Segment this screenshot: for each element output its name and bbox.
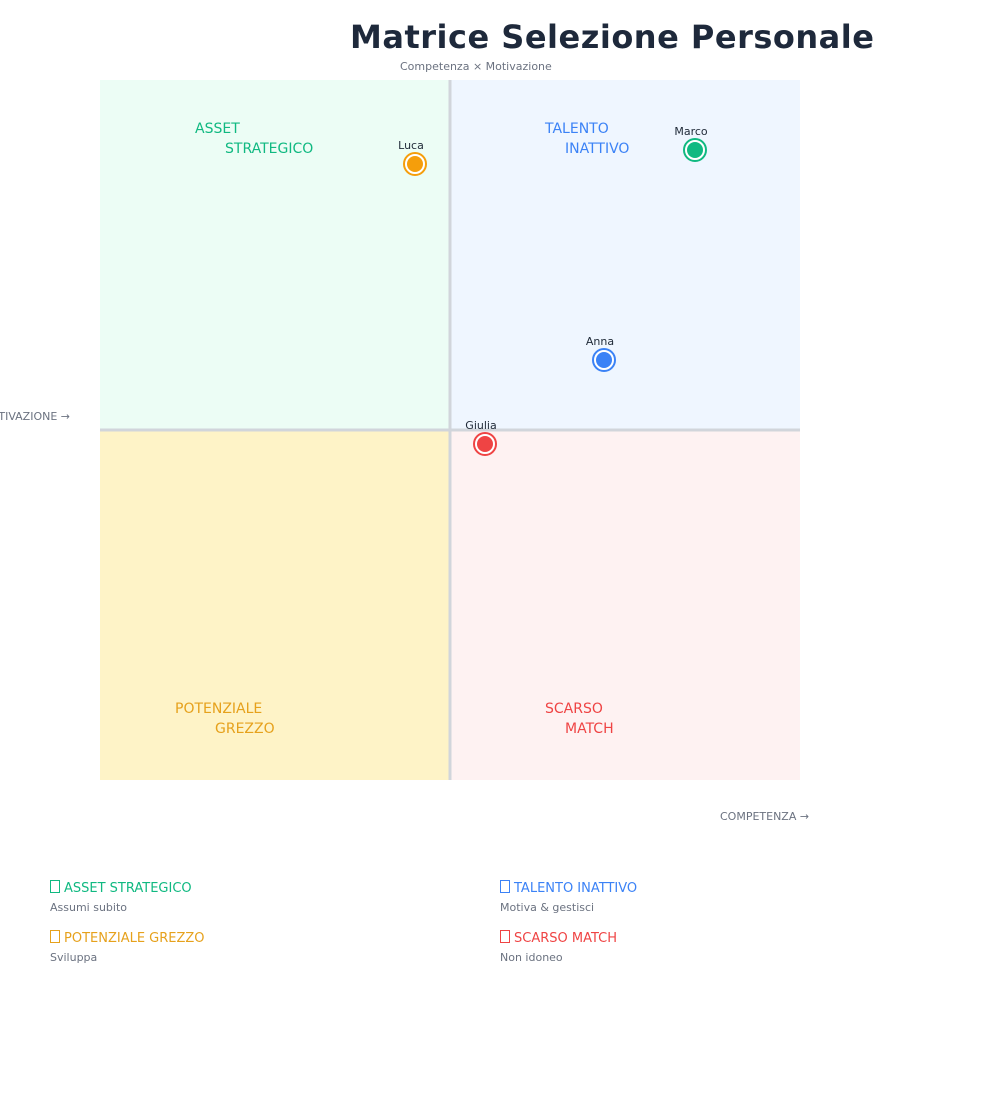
legend-item-potenziale-grezzo: POTENZIALE GREZZO Sviluppa bbox=[50, 930, 205, 964]
legend-square-icon bbox=[500, 880, 510, 893]
quadrant-matrix: ASSET STRATEGICO TALENTO INATTIVO POTENZIALE… bbox=[100, 80, 800, 780]
point-marco bbox=[687, 142, 703, 158]
quadrant-br-background bbox=[450, 430, 800, 780]
quadrant-tl-background bbox=[100, 80, 450, 430]
legend-title: TALENTO INATTIVO bbox=[500, 880, 637, 896]
quadrant-bl-label-line-1: POTENZIALE bbox=[175, 701, 262, 717]
x-axis-label: COMPETENZA → bbox=[720, 810, 810, 823]
legend-label: SCARSO MATCH bbox=[514, 931, 618, 946]
quadrant-backgrounds bbox=[100, 80, 800, 780]
point-giulia bbox=[477, 436, 493, 452]
quadrant-tr-background bbox=[450, 80, 800, 430]
legend-item-asset-strategico: ASSET STRATEGICO Assumi subito bbox=[50, 880, 192, 914]
quadrant-br-label-line-1: SCARSO bbox=[545, 701, 603, 717]
legend-title: ASSET STRATEGICO bbox=[50, 880, 192, 896]
legend-description: Non idoneo bbox=[500, 951, 563, 964]
legend-description: Motiva & gestisci bbox=[500, 901, 595, 914]
legend-item-talento-inattivo: TALENTO INATTIVO Motiva & gestisci bbox=[500, 880, 637, 914]
quadrant-tl-label-line-1: ASSET bbox=[195, 121, 240, 137]
legend-square-icon bbox=[500, 930, 510, 943]
quadrant-br-label-line-2: MATCH bbox=[565, 721, 614, 737]
y-axis-label: MOTIVAZIONE → bbox=[0, 410, 70, 423]
legend-title: SCARSO MATCH bbox=[500, 930, 617, 946]
legend-description: Sviluppa bbox=[50, 951, 98, 964]
legend-square-icon bbox=[50, 880, 60, 893]
quadrant-tr-label-line-1: TALENTO bbox=[544, 121, 609, 137]
quadrant-labels: ASSET STRATEGICO TALENTO INATTIVO POTENZIALE… bbox=[175, 121, 629, 737]
quadrant-bl-background bbox=[100, 430, 450, 780]
point-giulia-label: Giulia bbox=[465, 419, 496, 432]
quadrant-tl-label-line-2: STRATEGICO bbox=[225, 141, 313, 157]
chart-title: Matrice Selezione Personale bbox=[350, 18, 875, 56]
legend-title: POTENZIALE GREZZO bbox=[50, 930, 205, 946]
legend-square-icon bbox=[50, 930, 60, 943]
quadrant-dividers bbox=[100, 80, 800, 780]
legend-label: POTENZIALE GREZZO bbox=[64, 931, 205, 946]
point-luca bbox=[407, 156, 423, 172]
legend-description: Assumi subito bbox=[50, 901, 128, 914]
legend-label: TALENTO INATTIVO bbox=[514, 881, 638, 896]
quadrant-bl-label-line-2: GREZZO bbox=[215, 721, 275, 737]
quadrant-tr-label-line-2: INATTIVO bbox=[565, 141, 629, 157]
data-points: Luca Marco Anna Giulia bbox=[398, 125, 708, 456]
legend-item-scarso-match: SCARSO MATCH Non idoneo bbox=[500, 930, 617, 964]
point-luca-label: Luca bbox=[398, 139, 424, 152]
legend-label: ASSET STRATEGICO bbox=[64, 881, 192, 896]
point-marco-label: Marco bbox=[674, 125, 708, 138]
point-anna-label: Anna bbox=[586, 335, 614, 348]
point-anna bbox=[596, 352, 612, 368]
chart-subtitle: Competenza × Motivazione bbox=[400, 60, 552, 73]
